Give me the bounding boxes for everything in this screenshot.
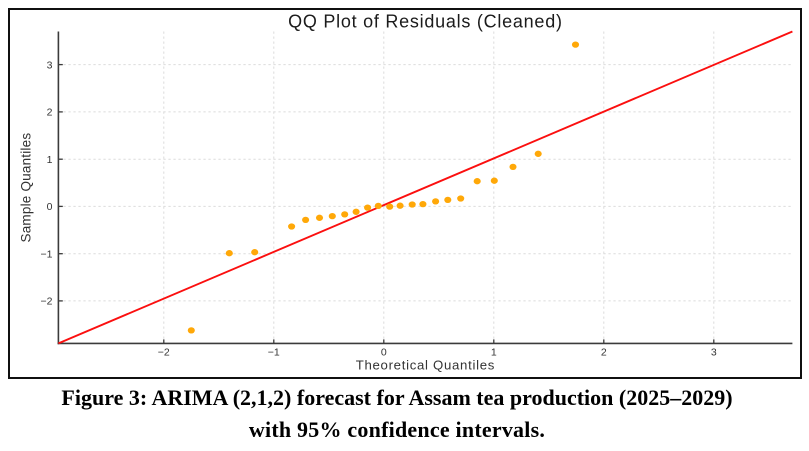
svg-text:−1: −1	[41, 248, 53, 260]
svg-text:Sample Quantiles: Sample Quantiles	[19, 133, 34, 243]
svg-text:−1: −1	[268, 347, 280, 359]
svg-text:1: 1	[47, 154, 53, 166]
svg-text:2: 2	[601, 347, 607, 359]
svg-text:−2: −2	[41, 296, 53, 308]
svg-text:−2: −2	[158, 347, 170, 359]
svg-text:1: 1	[491, 347, 497, 359]
svg-text:Theoretical Quantiles: Theoretical Quantiles	[356, 357, 495, 372]
svg-text:2: 2	[47, 107, 53, 119]
svg-text:0: 0	[381, 347, 387, 359]
svg-text:3: 3	[47, 59, 53, 71]
svg-text:QQ Plot of Residuals (Cleaned): QQ Plot of Residuals (Cleaned)	[288, 11, 563, 31]
svg-text:0: 0	[47, 201, 53, 213]
svg-text:3: 3	[711, 347, 717, 359]
